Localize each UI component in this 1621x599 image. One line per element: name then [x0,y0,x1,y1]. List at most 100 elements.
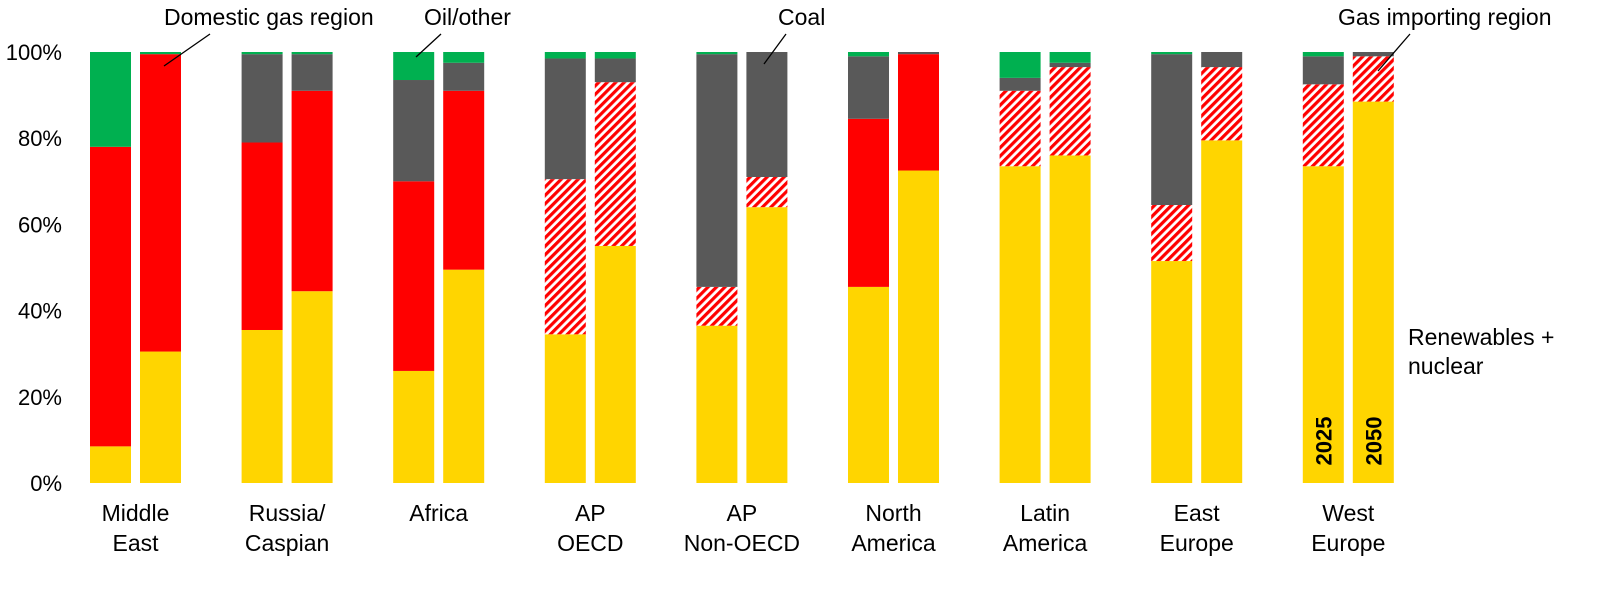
bar-segment-gas [241,142,283,330]
bar-segment-renewables-nuclear [291,291,333,483]
annotation-oil-other: Oil/other [424,4,511,30]
x-category-label: East Europe [1160,500,1234,556]
bar-segment-gas [746,176,788,208]
year-labels: 2025 2050 [1311,417,1386,466]
bar-segment-oil-other [594,52,636,59]
x-category-label-line: Middle [102,500,170,526]
bar-segment-coal [999,77,1041,91]
bar-segment-renewables-nuclear [443,269,485,483]
bar-segment-renewables-nuclear [696,325,738,483]
bar-segment-renewables-nuclear [90,446,131,483]
bar-segment-gas [1352,56,1394,102]
bar-segment-gas [999,90,1041,167]
bar-segment-oil-other [140,52,181,55]
annotation-domestic-gas: Domestic gas region [164,4,374,30]
x-category-label-line: Europe [1311,530,1385,556]
x-category-label-line: Non-OECD [684,530,800,556]
bar-segment-coal [1049,62,1091,68]
x-category-label-line: West [1322,500,1375,526]
x-axis-labels: Middle East Russia/Caspian Africa AP OECD AP No… [102,500,1386,556]
year-label-2050: 2050 [1361,417,1386,466]
bar-segment-renewables-nuclear [393,370,435,483]
bar-segment-coal [241,54,283,143]
y-tick-label: 0% [30,471,62,496]
x-category-label-line: East [112,530,159,556]
x-category-label-line: OECD [557,530,623,556]
bar-segment-gas [291,90,333,292]
annotations: Domestic gas region Oil/other Coal Gas i… [163,4,1561,379]
bar-segment-renewables-nuclear [241,329,283,483]
bar-segment-oil-other [544,52,586,59]
x-category-label: Middle East [102,500,170,556]
bar-segment-renewables-nuclear [1201,140,1243,484]
x-category-label-line: America [1003,530,1088,556]
bar-segment-renewables-nuclear [594,245,636,483]
bars-group [90,52,1394,484]
bar-segment-gas [90,146,131,447]
bar-segment-oil-other [848,52,889,57]
bar-segment-coal [1302,56,1344,85]
bar-segment-gas [848,118,889,287]
bar-segment-oil-other [393,52,435,81]
bar-segment-oil-other [443,52,485,63]
bar-segment-renewables-nuclear [746,207,788,483]
bar-segment-renewables-nuclear [140,351,181,483]
bar-segment-coal [696,54,738,287]
bar-segment-gas [393,181,435,371]
leader-oil-other [415,33,442,58]
bar-segment-gas [1151,205,1193,262]
bar-segment-renewables-nuclear [1352,101,1394,483]
bar-segment-coal [898,52,939,55]
x-category-label-line: AP [575,500,606,526]
bar-segment-coal [746,52,788,177]
bar-segment-gas [1049,67,1091,156]
bar-segment-gas [443,90,485,270]
annotation-renewables-nuclear: Renewables + nuclear [1408,324,1561,379]
x-category-label-line: North [865,500,921,526]
annotation-coal: Coal [778,4,825,30]
bar-segment-coal [1352,52,1394,57]
x-category-label-line: East [1174,500,1221,526]
bar-segment-oil-other [241,52,283,55]
x-category-label-line: Latin [1020,500,1070,526]
leader-coal [763,33,787,65]
y-tick-label: 60% [18,212,62,237]
bar-segment-gas [140,54,181,352]
bar-segment-gas [1201,67,1243,141]
bar-segment-gas [594,82,636,246]
y-axis: 0% 20% 40% 60% 80% 100% [6,40,62,496]
x-category-label-line: Africa [409,500,468,526]
x-category-label: North America [851,500,936,556]
y-tick-label: 40% [18,299,62,324]
x-category-label: West Europe [1311,500,1385,556]
bar-segment-oil-other [90,52,131,147]
x-category-label: Russia/Caspian [245,500,329,556]
bar-segment-renewables-nuclear [544,334,586,483]
y-tick-label: 80% [18,126,62,151]
annotation-renewables-line-2: nuclear [1408,353,1484,379]
x-category-label-line: AP [727,500,758,526]
bar-segment-renewables-nuclear [1151,261,1193,483]
annotation-renewables-line-1: Renewables + [1408,324,1554,350]
bar-segment-coal [393,80,435,182]
bar-segment-renewables-nuclear [999,166,1041,483]
bar-segment-coal [544,58,586,180]
bar-segment-coal [1201,52,1243,68]
bar-segment-coal [594,58,636,83]
x-category-label: Africa [409,500,468,526]
bar-segment-oil-other [1151,52,1193,55]
leader-domestic-gas [163,33,211,67]
bar-segment-coal [443,62,485,91]
bar-segment-gas [1302,84,1344,167]
bar-segment-oil-other [1049,52,1091,63]
bar-segment-oil-other [291,52,333,55]
x-category-label: AP Non-OECD [684,500,800,556]
bar-segment-coal [848,56,889,119]
x-category-label: Latin America [1003,500,1088,556]
bar-segment-gas [544,179,586,335]
bar-segment-oil-other [999,52,1041,78]
bar-segment-gas [898,54,939,171]
bar-segment-oil-other [696,52,738,55]
